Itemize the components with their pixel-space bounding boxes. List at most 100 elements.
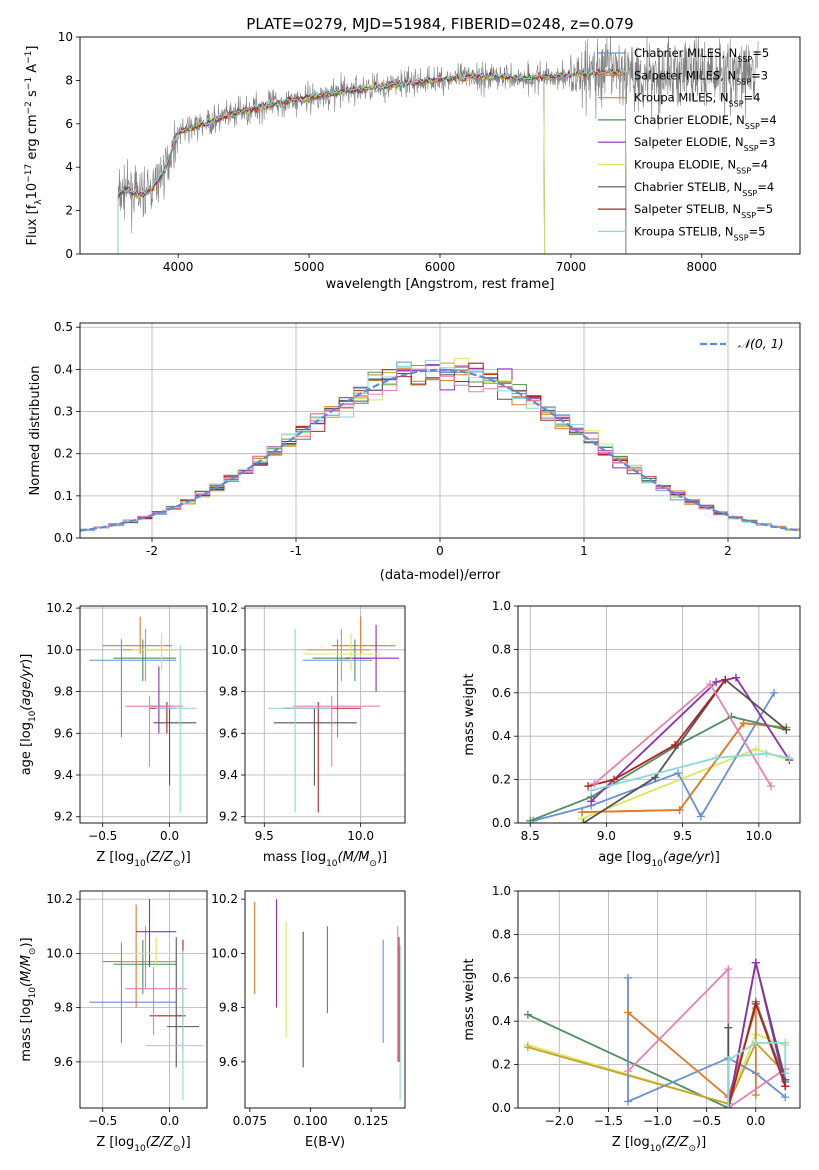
x-tick-label: 0.075 (233, 1114, 267, 1128)
y-axis-label: mass weight (462, 958, 477, 1040)
y-tick-label: 9.8 (54, 685, 73, 699)
x-tick-label: −0.5 (88, 1114, 117, 1128)
weight-vs-age-panel: 8.5 9.0 9.5 10.0 0.0 0.2 0.4 0.6 0.8 1.0 age [log1… (462, 599, 801, 869)
legend-entry: Kroupa ELODIE, NSSP=4 (634, 158, 768, 176)
weight-point-marker (587, 786, 596, 795)
weight-point-marker (578, 808, 587, 817)
y-tick-label: 0.0 (492, 816, 511, 830)
x-tick-label: 9.5 (255, 829, 274, 843)
weight-point-marker (523, 1010, 532, 1019)
y-tick-label: 0.2 (492, 1058, 511, 1072)
weight-point-marker (731, 673, 740, 682)
age-vs-mass-panel: 9.5 10.0 9.2 9.4 9.6 9.8 10.0 10.2 mass [log10(M… (211, 601, 406, 869)
weight-point-marker (590, 779, 599, 788)
histogram-series (80, 364, 800, 531)
y-tick-label: 9.8 (219, 685, 238, 699)
weight-point-marker (767, 782, 776, 791)
weight-series-line (590, 752, 790, 792)
x-tick-label: 0.0 (160, 829, 179, 843)
x-tick-label: 10.0 (347, 829, 374, 843)
y-tick-label: 0.8 (492, 642, 511, 656)
histogram-series (80, 359, 800, 530)
mass-vs-extinction-panel: 0.075 0.100 0.125 9.6 9.8 10.0 10.2 E(B-V) (211, 890, 406, 1150)
y-tick-label: 9.8 (54, 1001, 73, 1015)
axes-frame (79, 605, 208, 824)
mass-vs-metallicity-panel: −0.5 0.0 9.6 9.8 10.0 10.2 Z [log10(Z/Z⊙)] mass… (19, 890, 208, 1154)
observed-spectrum-line (117, 37, 759, 234)
weight-point-marker (724, 1056, 733, 1065)
model-spectrum-line (117, 69, 627, 254)
errorbar-plot-area (254, 899, 401, 1100)
x-tick-label: −0.5 (88, 829, 117, 843)
x-tick-label: 0.0 (160, 1114, 179, 1128)
weight-point-marker (782, 725, 791, 734)
legend-entry: Kroupa STELIB, NSSP=5 (634, 224, 765, 242)
model-spectrum-line (117, 69, 627, 254)
weight-point-marker (624, 1067, 633, 1076)
x-tick-label: 9.0 (597, 829, 616, 843)
y-tick-label: 9.4 (219, 768, 238, 782)
weight-point-marker (724, 965, 733, 974)
x-tick-label: −0.5 (692, 1114, 721, 1128)
weight-point-marker (721, 675, 730, 684)
weight-point-marker (781, 1093, 790, 1102)
x-axis-label: mass [log10(M/M⊙)] (263, 850, 387, 869)
weight-point-marker (781, 1082, 790, 1091)
y-tick-label: 0.3 (54, 405, 73, 419)
y-tick-label: 0.2 (492, 773, 511, 787)
legend-entry: 𝒩(0, 1) (738, 336, 784, 351)
y-tick-label: 10.2 (211, 601, 238, 615)
x-tick-label: 0 (436, 544, 444, 558)
legend-entry: Salpeter ELODIE, NSSP=3 (634, 135, 776, 153)
y-tick-label: 10.0 (46, 946, 73, 960)
x-tick-label: 9.5 (673, 829, 692, 843)
y-tick-label: 0.4 (492, 729, 511, 743)
x-tick-label: −1.5 (594, 1114, 623, 1128)
axes-frame (79, 322, 801, 539)
y-axis-label: age [log10(age/yr)] (19, 654, 38, 776)
y-tick-label: 8 (65, 73, 73, 87)
weight-point-marker (706, 680, 715, 689)
weight-series-line (529, 715, 787, 822)
weight-point-marker (587, 797, 596, 806)
x-axis-label: wavelength [Angstrom, rest frame] (326, 277, 555, 292)
weight-series-line (583, 678, 787, 823)
legend-entry: Salpeter STELIB, NSSP=5 (634, 202, 773, 220)
weight-point-marker (584, 782, 593, 791)
x-tick-label: 5000 (294, 260, 325, 274)
weight-plot-area (523, 958, 790, 1108)
legend-entry: Salpeter MILES, NSSP=3 (634, 68, 768, 86)
y-tick-label: 0.6 (492, 971, 511, 985)
y-tick-label: 0 (65, 247, 73, 261)
weight-point-marker (526, 816, 535, 823)
weight-plot-area (526, 673, 794, 823)
y-tick-label: 9.6 (219, 726, 238, 740)
x-tick-label: 7000 (556, 260, 587, 274)
axes-frame (79, 36, 801, 255)
weight-point-marker (770, 688, 779, 697)
x-axis-label: Z [log10(Z/Z⊙)] (96, 850, 190, 869)
weight-point-marker (624, 1008, 633, 1017)
y-tick-label: 4 (65, 160, 73, 174)
weight-point-marker (674, 769, 683, 778)
x-tick-label: 4000 (163, 260, 194, 274)
weight-point-marker (696, 812, 705, 821)
y-tick-label: 2 (65, 204, 73, 218)
y-axis-label: Flux [fλ10−17 erg cm−2 s−1 A−1] (24, 46, 44, 246)
age-vs-metallicity-panel: −0.5 0.0 9.2 9.4 9.6 9.8 10.0 10.2 Z [log10(Z/Z⊙… (19, 601, 208, 869)
weight-point-marker (781, 1038, 790, 1047)
y-tick-label: 0.0 (492, 1101, 511, 1115)
figure-title: PLATE=0279, MJD=51984, FIBERID=0248, z=0… (246, 15, 633, 33)
y-tick-label: 1.0 (492, 599, 511, 613)
y-tick-label: 0.6 (492, 686, 511, 700)
axes-frame (517, 890, 801, 1109)
y-tick-label: 9.6 (54, 1055, 73, 1069)
weight-point-marker (724, 1023, 733, 1032)
axes-frame (244, 890, 406, 1109)
x-axis-label: age [log10(age/yr)] (598, 850, 720, 869)
x-tick-label: 8.5 (521, 829, 540, 843)
errorbar-plot-area (268, 616, 400, 813)
y-tick-label: 0.1 (54, 489, 73, 503)
weight-point-marker (751, 958, 760, 967)
